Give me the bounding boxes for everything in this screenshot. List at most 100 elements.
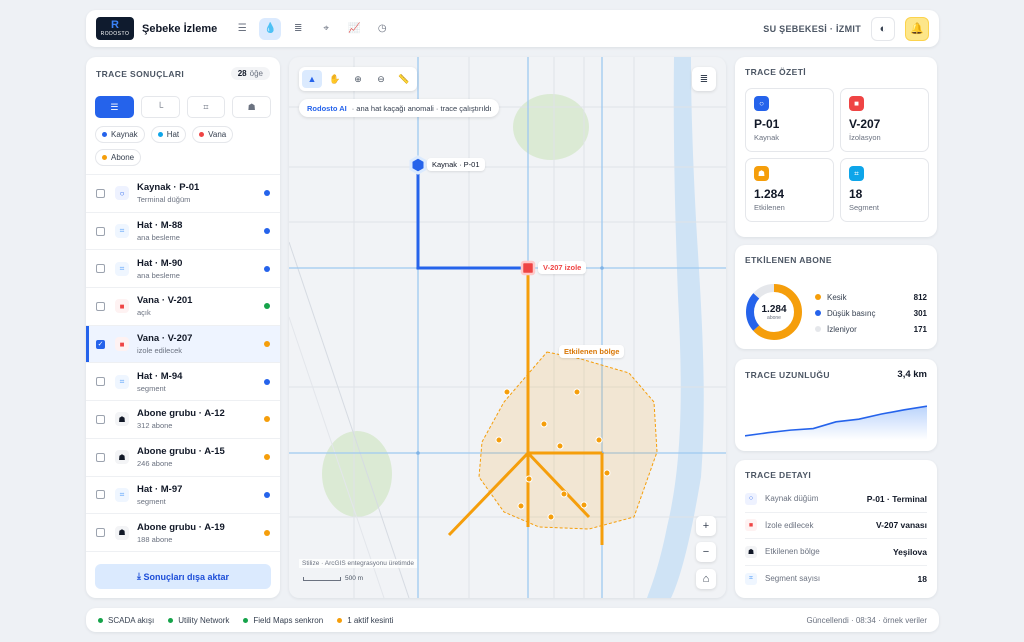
length-value: 3,4 km — [897, 369, 927, 380]
crosshair-icon[interactable]: ⊕ — [354, 73, 362, 84]
summary-tile-value: 1.284 — [754, 187, 785, 201]
filter-branch-button[interactable]: └ — [140, 96, 180, 118]
filter-subscriber-button[interactable]: ☗ — [232, 96, 271, 118]
row-checkbox[interactable] — [96, 226, 105, 236]
layers-icon[interactable]: ≣ — [692, 67, 716, 91]
summary-tile-label: Kaynak — [754, 133, 780, 142]
result-row[interactable]: ☗ Abone grubu · A-15 246 abone — [86, 439, 280, 477]
summary-title: TRACE ÖZETİ — [745, 67, 807, 77]
length-sparkline — [744, 405, 928, 440]
hand-icon[interactable]: ✋ — [329, 73, 341, 84]
row-title: Abone grubu · A-15 — [137, 446, 225, 458]
result-row[interactable]: ☗ Abone grubu · A-19 188 abone — [86, 514, 280, 552]
chip-3[interactable]: Abone — [95, 149, 142, 166]
row-status-dot — [264, 491, 270, 498]
sparkline-line — [744, 405, 928, 437]
detail-row: ■ İzole edilecek V-207 vanası — [745, 513, 927, 539]
legend-row: Kesik 812 — [815, 289, 927, 305]
clock-icon[interactable]: ◷ — [377, 23, 387, 34]
row-type-icon: ⌗ — [115, 374, 129, 389]
affected-subscribers-panel: ETKİLENEN ABONE 1.284 abone Kesik 812 Düşü… — [735, 245, 937, 349]
row-checkbox[interactable] — [96, 452, 105, 462]
row-title: Vana · V-207 — [137, 333, 193, 345]
rodosto-logo[interactable]: R RODOSTO — [96, 17, 134, 40]
row-checkbox[interactable] — [96, 528, 105, 538]
row-subtitle: 188 abone — [137, 534, 173, 544]
export-results-button[interactable]: ⤓ Sonuçları dışa aktar — [95, 564, 271, 589]
row-title: Abone grubu · A-19 — [137, 521, 225, 533]
subscriber-donut: 1.284 abone — [745, 283, 803, 341]
map-canvas[interactable] — [289, 57, 726, 598]
zoom-out-button[interactable]: − — [696, 542, 716, 562]
row-type-icon: ⌗ — [115, 261, 129, 276]
row-type-icon: ■ — [115, 299, 129, 314]
summary-tile-value: P-01 — [754, 117, 780, 131]
map-icon[interactable]: ⌖ — [323, 23, 330, 34]
ai-status-bar[interactable]: Rodosto AI · ana hat kaçağı anomali · tra… — [299, 99, 500, 117]
bell-icon[interactable]: 🔔 — [905, 16, 929, 41]
result-row[interactable]: ⌗ Hat · M-88 ana besleme — [86, 213, 280, 251]
result-row[interactable]: ⌗ Hat · M-97 segment — [86, 477, 280, 515]
trace-detail-panel: TRACE DETAYI ○ Kaynak düğüm P-01 · Termina… — [735, 460, 937, 598]
row-checkbox[interactable] — [96, 301, 105, 311]
result-row[interactable]: ⌗ Hat · M-90 ana besleme — [86, 250, 280, 289]
summary-tile-icon: ○ — [754, 96, 769, 111]
filter-list-button[interactable]: ☰ — [95, 96, 134, 118]
row-checkbox[interactable] — [96, 377, 105, 387]
filter-segment-button[interactable]: ⌗ — [186, 96, 226, 118]
legend-dot — [815, 294, 821, 300]
subscriber-total: 1.284 — [761, 303, 787, 315]
footer-status-item: 1 aktif kesinti — [337, 616, 393, 625]
summary-tile: ⌗ 18 Segment — [840, 158, 929, 222]
zoom-in-button[interactable]: + — [696, 516, 716, 536]
summary-tile-value: V-207 — [849, 117, 881, 131]
detail-row-icon: ○ — [745, 492, 757, 505]
row-subtitle: izole edilecek — [137, 346, 183, 356]
home-icon[interactable]: ⌂ — [696, 569, 716, 589]
menu-icon[interactable]: ☰ — [237, 23, 247, 34]
row-subtitle: 246 abone — [137, 459, 173, 469]
chip-0[interactable]: Kaynak — [95, 126, 145, 143]
result-row[interactable]: ■ Vana · V-201 açık — [86, 288, 280, 326]
result-row[interactable]: ☗ Abone grubu · A-12 312 abone — [86, 401, 280, 439]
detail-row: ⌗ Segment sayısı 18 — [745, 566, 927, 593]
row-checkbox[interactable]: ✓ — [96, 339, 105, 349]
subscriber-total-label: abone — [767, 314, 781, 321]
detail-row: ○ Kaynak düğüm P-01 · Terminal — [745, 486, 927, 513]
result-count-badge: 28 öğe — [230, 67, 270, 80]
row-title: Abone grubu · A-12 — [137, 408, 225, 420]
pointer-icon[interactable]: ▲ — [302, 70, 322, 88]
chip-2[interactable]: Vana — [192, 126, 234, 143]
row-checkbox[interactable] — [96, 264, 105, 274]
streets — [289, 57, 726, 598]
status-dot — [98, 617, 103, 623]
traced-feed-line — [416, 165, 528, 270]
status-dot — [243, 617, 249, 623]
detail-title: TRACE DETAYI — [745, 470, 812, 480]
zoom-out-icon[interactable]: ⊖ — [377, 73, 385, 84]
result-row[interactable]: ○ Kaynak · P-01 Terminal düğüm — [86, 175, 280, 213]
row-checkbox[interactable] — [96, 188, 105, 198]
map-attribution: Stilize · ArcGIS entegrasyonu üretimde — [299, 559, 417, 568]
result-row[interactable]: ✓ ■ Vana · V-207 izole edilecek — [86, 325, 280, 364]
trace-length-panel: TRACE UZUNLUĞU 3,4 km — [735, 359, 937, 451]
chart-icon[interactable]: 📈 — [347, 23, 361, 34]
row-status-dot — [264, 265, 270, 272]
valve-label: V-207 izole — [538, 261, 587, 274]
result-row[interactable]: ⌗ Hat · M-94 segment — [86, 363, 280, 402]
source-node — [409, 155, 427, 175]
donut-slice-1 — [746, 284, 802, 340]
chip-1[interactable]: Hat — [150, 126, 187, 143]
list-icon[interactable]: ≣ — [294, 23, 303, 34]
row-title: Hat · M-88 — [137, 220, 183, 232]
row-status-dot — [264, 303, 270, 310]
theme-toggle-icon[interactable]: ◐ — [871, 16, 895, 41]
measure-icon[interactable]: 📏 — [398, 73, 410, 84]
trace-results-panel: TRACE SONUÇLARI 28 öğe ☰ └ ⌗ ☗ Kaynak Hat V… — [86, 57, 280, 598]
row-checkbox[interactable] — [96, 490, 105, 500]
row-subtitle: ana besleme — [137, 233, 180, 243]
drop-icon[interactable]: 💧 — [259, 17, 282, 40]
app-header: R RODOSTO Şebeke İzleme ☰ 💧 ≣ ⌖ 📈 ◷ SU Ş… — [86, 10, 939, 47]
network-map[interactable]: ▲ ✋ ⊕ ⊖ 📏 Rodosto AI · ana hat kaçağı ano… — [289, 57, 726, 598]
row-checkbox[interactable] — [96, 414, 105, 424]
